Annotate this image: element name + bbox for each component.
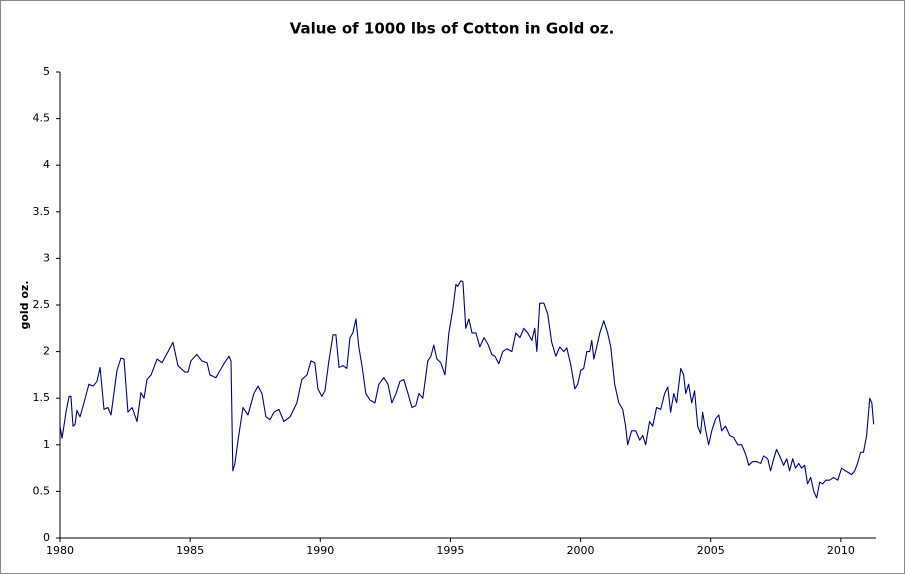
x-tick-label: 1990 <box>306 544 334 557</box>
y-tick-label: 5 <box>43 65 50 78</box>
x-tick-label: 1985 <box>176 544 204 557</box>
x-tick-label: 1980 <box>46 544 74 557</box>
y-tick-label: 3 <box>43 251 50 264</box>
y-axis-label: gold oz. <box>18 280 31 329</box>
data-line <box>59 280 875 499</box>
y-tick-label: 0.5 <box>33 484 51 497</box>
y-tick-label: 0 <box>43 531 50 544</box>
x-tick-label: 2010 <box>827 544 855 557</box>
y-tick-label: 1.5 <box>33 391 51 404</box>
y-tick-label: 1 <box>43 438 50 451</box>
x-tick-label: 2000 <box>567 544 595 557</box>
y-tick-label: 2 <box>43 345 50 358</box>
x-tick-label: 1995 <box>436 544 464 557</box>
chart-title: Value of 1000 lbs of Cotton in Gold oz. <box>290 20 615 38</box>
y-tick-label: 2.5 <box>33 298 51 311</box>
y-tick-label: 3.5 <box>33 205 51 218</box>
y-tick-label: 4.5 <box>33 112 51 125</box>
x-tick-label: 2005 <box>697 544 725 557</box>
y-tick-label: 4 <box>43 158 50 171</box>
